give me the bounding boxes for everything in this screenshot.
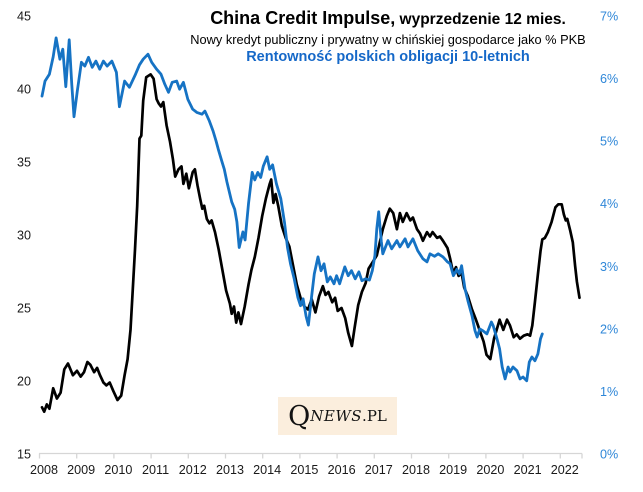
y-right-tick-label: 0% (600, 448, 618, 462)
chart-subtitle: Nowy kredyt publiczny i prywatny w chińs… (190, 31, 586, 47)
x-axis-year-label: 2015 (290, 463, 318, 477)
x-axis-year-label: 2020 (476, 463, 504, 477)
x-axis-year-label: 2014 (253, 463, 281, 477)
chart-titles: China Credit Impulse, wyprzedzenie 12 mi… (133, 8, 643, 66)
chart-title: China Credit Impulse, wyprzedzenie 12 mi… (133, 8, 643, 30)
y-left-tick-label: 45 (17, 10, 31, 24)
x-axis-year-label: 2013 (216, 463, 244, 477)
y-left-tick-label: 40 (17, 83, 31, 97)
blue-series-title: Rentowność polskich obligacji 10-letnich (246, 48, 530, 65)
x-axis-year-label: 2018 (402, 463, 430, 477)
x-axis-year-label: 2010 (104, 463, 132, 477)
y-right-tick-label: 2% (600, 322, 618, 336)
x-axis-year-label: 2022 (551, 463, 579, 477)
x-axis-year-label: 2017 (365, 463, 393, 477)
x-axis-year-label: 2008 (30, 463, 58, 477)
qnews-watermark-q: Q (288, 400, 311, 432)
y-left-tick-label: 20 (17, 375, 31, 389)
qnews-watermark: Q NEWS .PL (278, 397, 397, 435)
x-axis-year-label: 2009 (67, 463, 95, 477)
chart-title-main: China Credit Impulse, (210, 8, 396, 28)
x-axis-year-label: 2012 (179, 463, 207, 477)
qnews-watermark-pl: .PL (362, 407, 387, 425)
y-right-tick-label: 7% (600, 10, 618, 24)
y-left-tick-label: 15 (17, 448, 31, 462)
y-right-tick-label: 1% (600, 385, 618, 399)
qnews-watermark-news: NEWS (310, 407, 363, 425)
x-axis-year-label: 2016 (328, 463, 356, 477)
x-axis-year-label: 2011 (142, 463, 169, 477)
y-left-tick-label: 25 (17, 302, 31, 316)
x-axis-year-label: 2019 (439, 463, 467, 477)
y-right-tick-label: 4% (600, 197, 618, 211)
y-right-tick-label: 6% (600, 72, 618, 86)
x-axis-year-label: 2021 (514, 463, 542, 477)
chart-title-lead: wyprzedzenie 12 mies. (395, 11, 566, 28)
y-left-tick-label: 30 (17, 229, 31, 243)
china-credit-impulse-line (40, 73, 581, 414)
y-left-tick-label: 35 (17, 156, 31, 170)
polish-10y-yield-line (40, 36, 544, 383)
y-right-tick-label: 5% (600, 135, 618, 149)
y-right-tick-label: 3% (600, 260, 618, 274)
